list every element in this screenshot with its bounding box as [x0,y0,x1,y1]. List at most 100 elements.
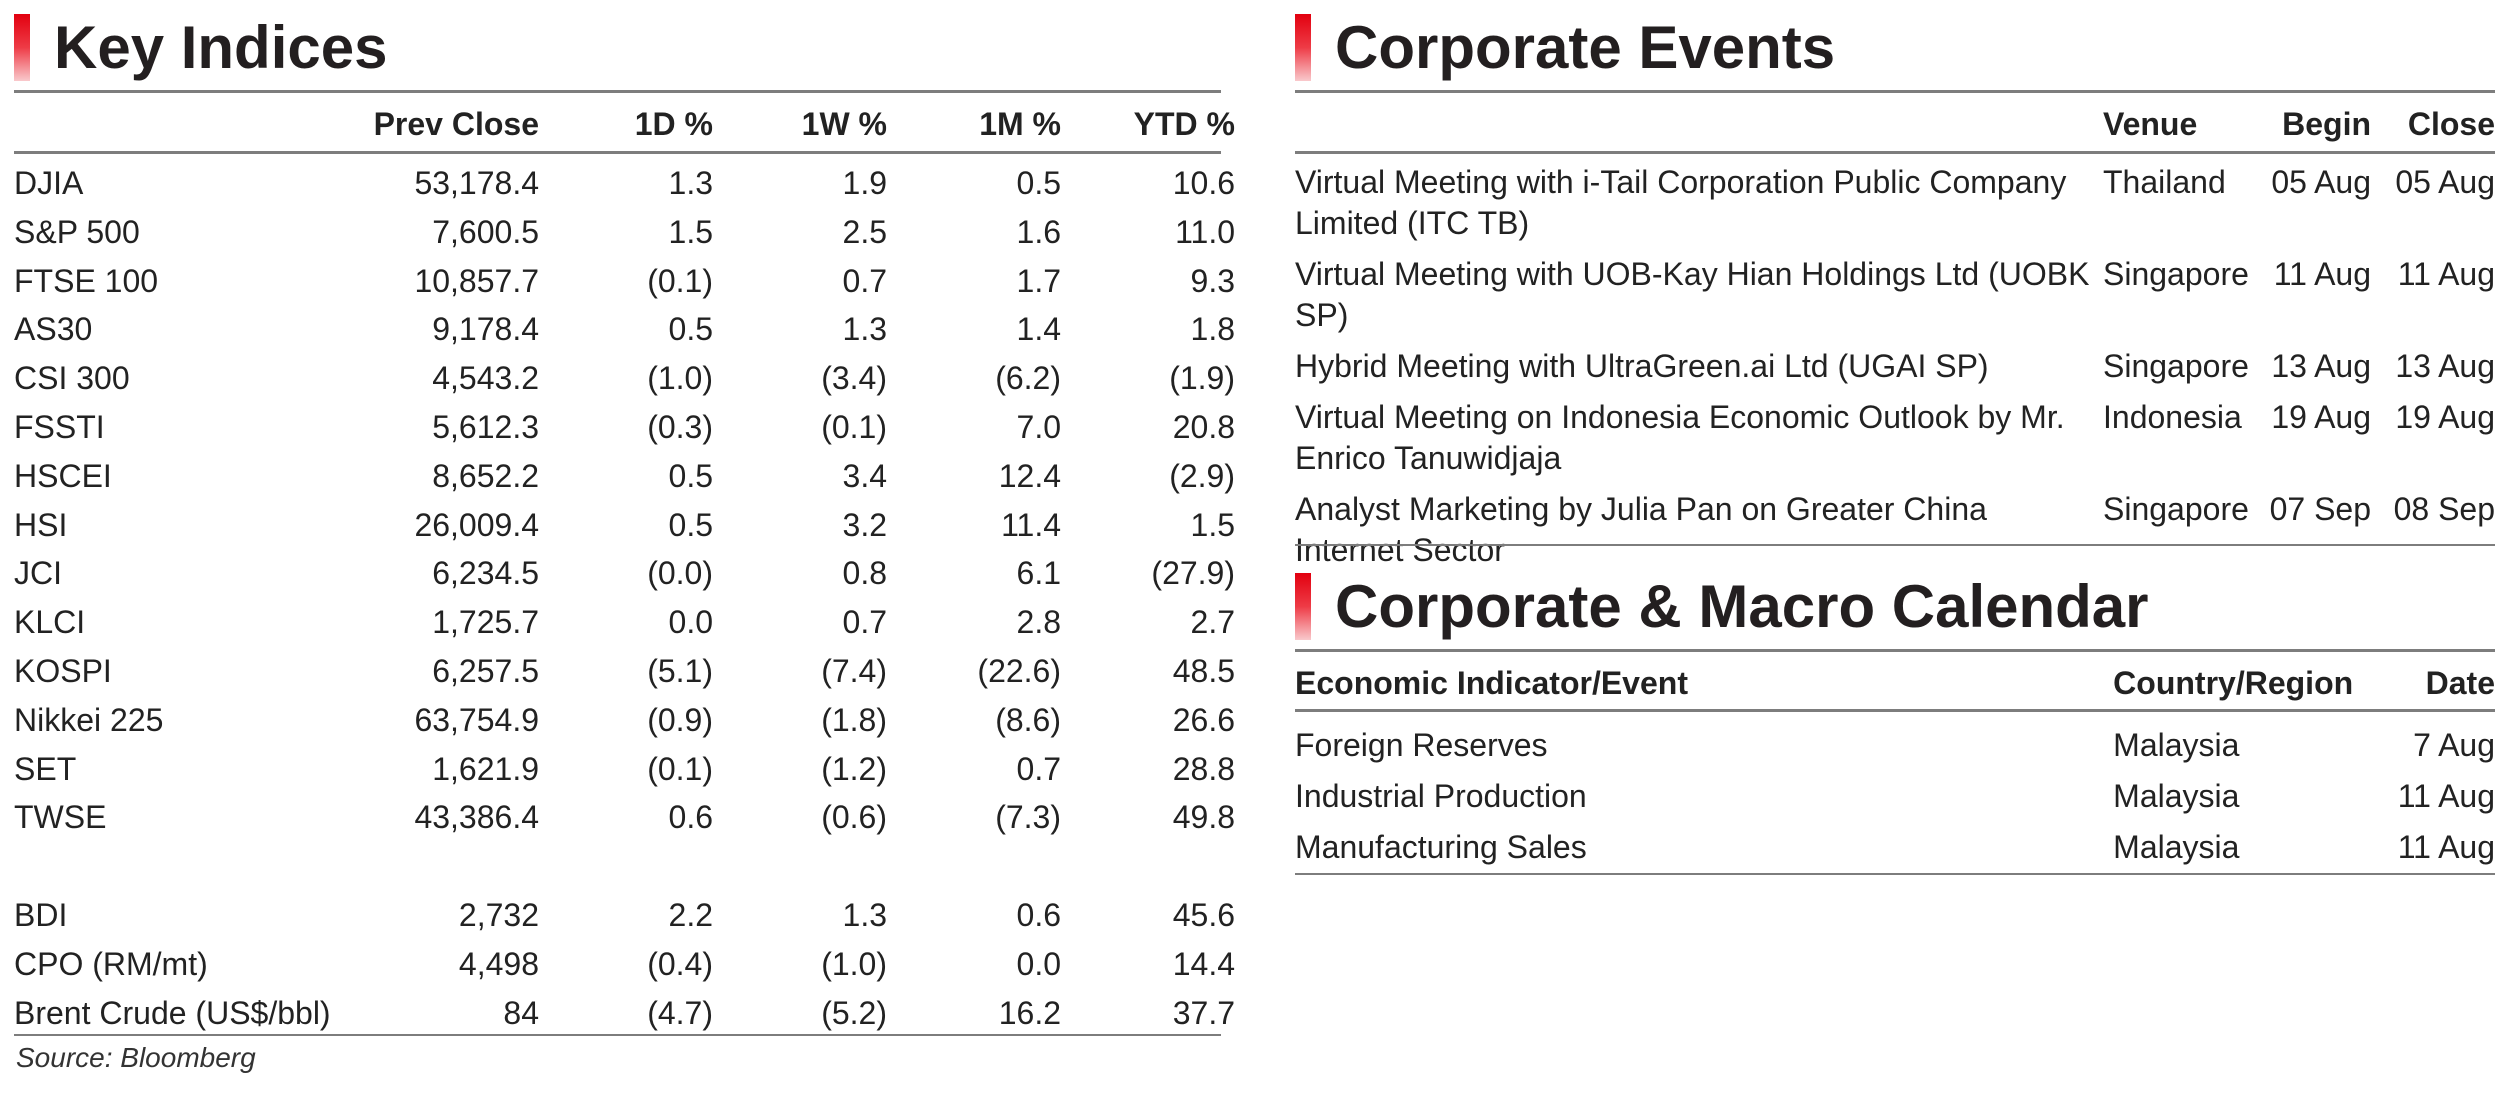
change-1d-cell: (0.3) [647,408,713,445]
index-name-cell: FSSTI [14,408,105,445]
column-header: 1M % [979,106,1061,142]
begin-date-cell: 19 Aug [2271,399,2371,435]
change-ytd-cell: 28.8 [1172,750,1235,787]
change-ytd-cell: 2.7 [1190,604,1235,641]
date-cell: 7 Aug [2413,727,2495,763]
venue-cell: Thailand [2103,164,2226,200]
change-1d-cell: (4.7) [647,995,713,1031]
table-row: KLCI 1,725.7 0.0 0.7 2.8 2.7 [14,598,1235,647]
change-1d-cell: 0.6 [668,799,713,836]
column-header: Venue [2103,106,2198,142]
table-row: Hybrid Meeting with UltraGreen.ai Ltd (U… [1295,346,2495,397]
table-row: Brent Crude (US$/bbl) 84 (4.7) (5.2) 16.2 37.… [14,989,1235,1038]
change-1m-cell: 0.5 [1016,165,1061,201]
change-1d-cell: (5.1) [647,652,713,689]
table-row: FSSTI 5,612.3 (0.3) (0.1) 7.0 20.8 [14,403,1235,452]
change-1m-cell: 1.4 [1016,311,1061,348]
heading-accent-bar [1295,573,1311,640]
change-1w-cell: 3.4 [842,457,887,494]
country-cell: Malaysia [2113,727,2240,763]
change-ytd-cell: 11.0 [1175,213,1235,250]
calendar-panel: Corporate & Macro Calendar Economic Indi… [1295,573,2495,875]
change-ytd-cell: (1.9) [1169,360,1235,397]
index-name-cell: BDI [14,897,68,933]
change-1m-cell: 12.4 [998,457,1061,494]
divider [14,1034,1221,1036]
change-1d-cell: (0.0) [647,555,713,592]
change-1m-cell: 1.6 [1016,213,1061,250]
prev-close-cell: 6,234.5 [432,555,539,592]
change-1m-cell: 11.4 [1001,506,1061,543]
change-1m-cell: (6.2) [995,360,1061,397]
venue-cell: Singapore [2103,348,2249,384]
commodities-table: BDI 2,732 2.2 1.3 0.6 45.6 CPO (RM/mt) 4,498 (0.… [14,891,1235,1038]
indicator-cell: Manufacturing Sales [1295,829,1587,865]
change-1w-cell: 2.5 [842,213,887,250]
table-row: CSI 300 4,543.2 (1.0) (3.4) (6.2) (1.9) [14,354,1235,403]
change-ytd-cell: (27.9) [1151,555,1235,592]
prev-close-cell: 1,621.9 [432,750,539,787]
table-row: Analyst Marketing by Julia Pan on Greate… [1295,489,2495,581]
country-cell: Malaysia [2113,778,2240,814]
venue-cell: Singapore [2103,256,2249,292]
table-row: BDI 2,732 2.2 1.3 0.6 45.6 [14,891,1235,940]
change-ytd-cell: 45.6 [1172,897,1235,933]
divider [1295,873,2495,875]
change-1w-cell: 0.7 [842,262,887,299]
prev-close-cell: 6,257.5 [432,652,539,689]
change-1w-cell: (1.0) [821,946,887,982]
change-ytd-cell: 9.3 [1190,262,1235,299]
indicator-cell: Industrial Production [1295,778,1587,814]
index-name-cell: FTSE 100 [14,262,159,299]
table-row: Foreign Reserves Malaysia 7 Aug [1295,720,2495,771]
calendar-table: Foreign Reserves Malaysia 7 Aug Industrial … [1295,720,2495,873]
change-1w-cell: 3.2 [842,506,887,543]
change-ytd-cell: 20.8 [1172,408,1235,445]
table-row: Virtual Meeting on Indonesia Economic Ou… [1295,397,2495,489]
index-name-cell: CPO (RM/mt) [14,946,208,982]
change-1m-cell: 0.0 [1016,946,1061,982]
index-name-cell: HSI [14,506,68,543]
table-row: SET 1,621.9 (0.1) (1.2) 0.7 28.8 [14,745,1235,794]
prev-close-cell: 63,754.9 [414,701,539,738]
column-header: Begin [2282,106,2371,142]
change-ytd-cell: 10.6 [1172,165,1235,201]
corporate-events-title: Corporate Events [1335,14,1836,81]
change-1d-cell: (0.9) [647,701,713,738]
corporate-events-heading: Corporate Events [1295,14,2495,92]
venue-cell: Indonesia [2103,399,2242,435]
table-row: Virtual Meeting with UOB-Kay Hian Holdin… [1295,254,2495,346]
index-name-cell: AS30 [14,311,93,348]
index-name-cell: S&P 500 [14,213,140,250]
change-ytd-cell: (2.9) [1169,457,1235,494]
date-cell: 11 Aug [2397,778,2495,814]
column-header: Prev Close [373,106,539,142]
index-name-cell: KOSPI [14,652,112,689]
column-header: YTD % [1133,106,1235,142]
prev-close-cell: 26,009.4 [414,506,539,543]
index-name-cell: JCI [14,555,62,592]
close-date-cell: 13 Aug [2395,348,2495,384]
column-header: Country/Region [2113,665,2354,701]
change-1d-cell: (0.1) [647,262,713,299]
event-name-cell: Virtual Meeting with i-Tail Corporation … [1295,164,2067,241]
index-name-cell: HSCEI [14,457,112,494]
prev-close-cell: 5,612.3 [432,408,539,445]
begin-date-cell: 07 Sep [2269,491,2371,527]
begin-date-cell: 13 Aug [2271,348,2371,384]
change-1m-cell: 0.6 [1016,897,1061,933]
change-1m-cell: (7.3) [995,799,1061,836]
change-1w-cell: (1.8) [821,701,887,738]
table-row: CPO (RM/mt) 4,498 (0.4) (1.0) 0.0 14.4 [14,940,1235,989]
key-indices-heading: Key Indices [14,14,1221,92]
close-date-cell: 19 Aug [2395,399,2495,435]
country-cell: Malaysia [2113,829,2240,865]
change-1m-cell: (8.6) [995,701,1061,738]
divider [1295,709,2495,712]
event-name-cell: Analyst Marketing by Julia Pan on Greate… [1295,491,1987,568]
table-row: TWSE 43,386.4 0.6 (0.6) (7.3) 49.8 [14,793,1235,842]
change-1w-cell: 1.3 [842,897,887,933]
close-date-cell: 08 Sep [2393,491,2495,527]
table-row: Industrial Production Malaysia 11 Aug [1295,771,2495,822]
table-row: HSCEI 8,652.2 0.5 3.4 12.4 (2.9) [14,452,1235,501]
